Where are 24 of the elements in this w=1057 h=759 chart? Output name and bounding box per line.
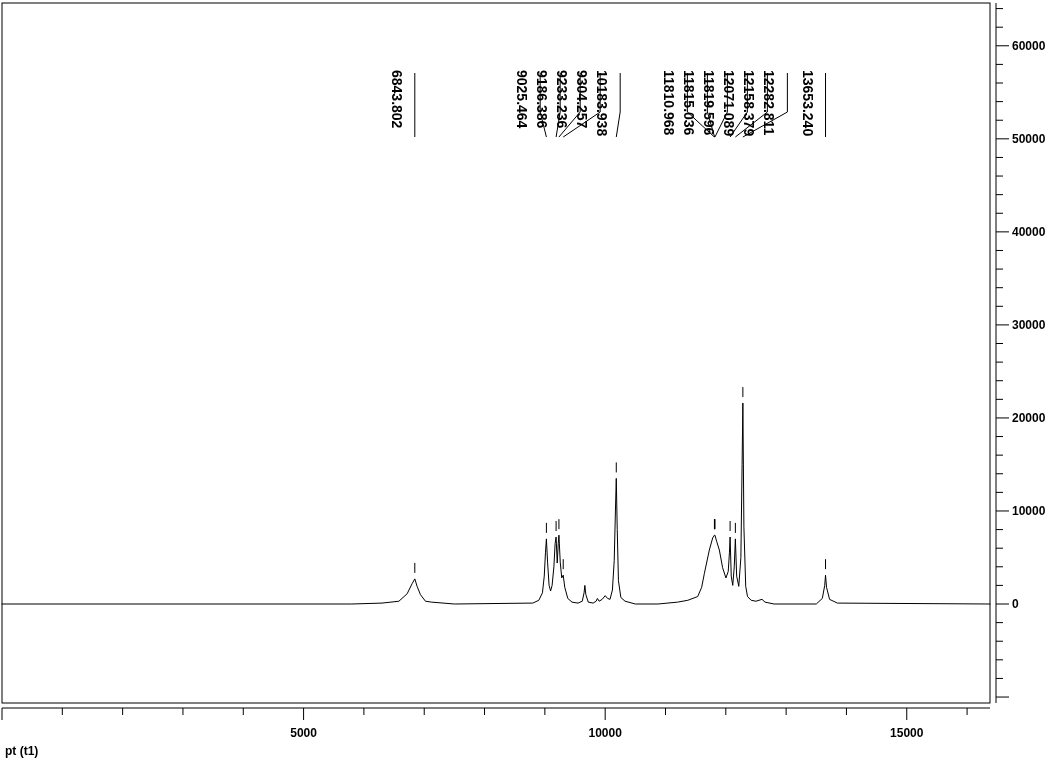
y-tick-label: 20000 [1012, 410, 1046, 425]
y-tick-label: 10000 [1012, 503, 1046, 518]
x-tick-label: 5000 [290, 726, 318, 740]
x-axis-title: pt (t1) [5, 744, 39, 758]
annotation: 12282.811 [761, 70, 778, 136]
annotation: 9304.257 [574, 70, 591, 129]
annotation: 6843.802 [388, 70, 405, 129]
annotation: 9186.386 [534, 70, 551, 129]
annotation: 10183.938 [594, 70, 611, 137]
annotation: 9025.464 [514, 70, 531, 129]
annotation: 12158.379 [741, 70, 758, 137]
y-tick-label: 50000 [1012, 131, 1046, 146]
annotation: 11810.968 [661, 70, 678, 136]
y-tick-label: 60000 [1012, 38, 1046, 53]
y-tick-label: 40000 [1012, 224, 1046, 239]
annotation: 12071.089 [721, 70, 738, 137]
annotation: 11819.596 [701, 70, 718, 136]
annotation: 9233.236 [554, 70, 571, 129]
y-tick-label: 30000 [1012, 317, 1046, 332]
x-tick-label: 10000 [588, 726, 623, 740]
y-tick-label: 0 [1012, 597, 1019, 612]
annotation: 13653.240 [799, 70, 816, 137]
x-tick-label: 15000 [890, 726, 924, 740]
annotation: 11815.036 [681, 70, 698, 136]
